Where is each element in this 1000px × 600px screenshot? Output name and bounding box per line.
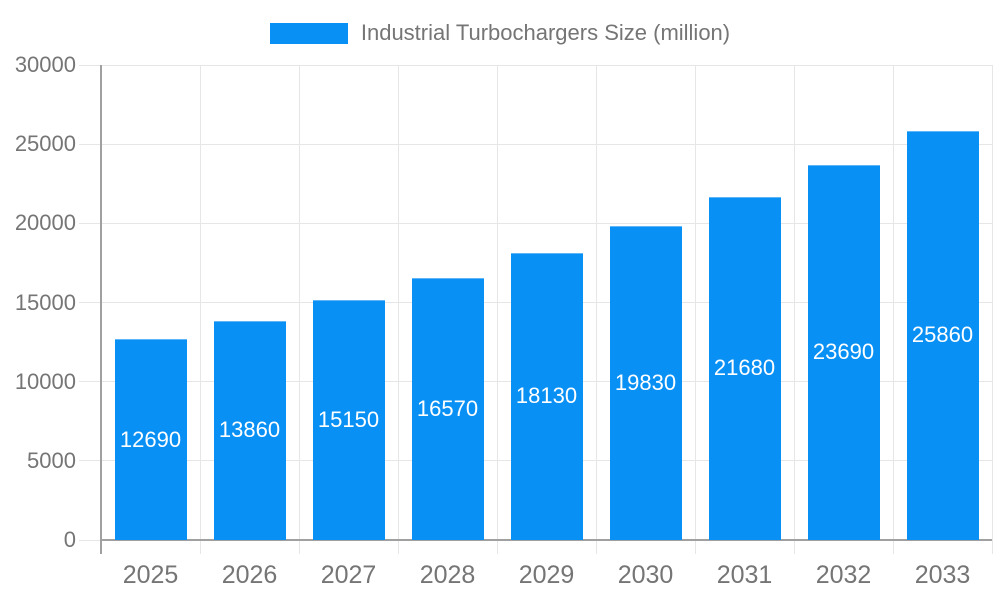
x-axis-label: 2031 — [716, 561, 773, 589]
y-axis-tick — [79, 381, 101, 383]
y-axis-tick — [79, 460, 101, 462]
gridline-vertical — [793, 65, 795, 554]
x-axis-label: 2029 — [518, 561, 575, 589]
bar[interactable] — [609, 226, 682, 540]
gridline-vertical — [199, 65, 201, 554]
gridline-horizontal — [101, 143, 992, 145]
y-axis-tick — [79, 539, 101, 541]
legend-label: Industrial Turbochargers Size (million) — [360, 20, 731, 45]
gridline-vertical — [595, 65, 597, 554]
gridline-vertical — [496, 65, 498, 554]
gridline-vertical — [991, 65, 993, 554]
bar[interactable] — [213, 320, 286, 540]
bar[interactable] — [114, 339, 187, 540]
y-axis-line — [100, 65, 102, 554]
y-axis-label: 20000 — [14, 210, 76, 236]
chart-legend[interactable]: Industrial Turbochargers Size (million) — [0, 20, 1000, 46]
y-axis-label: 30000 — [14, 52, 76, 77]
bar-value-label: 18130 — [515, 383, 578, 409]
bar-value-label: 16570 — [416, 395, 479, 421]
bar[interactable] — [411, 277, 484, 540]
bar[interactable] — [708, 196, 781, 540]
y-axis-tick — [79, 143, 101, 145]
y-axis-tick — [79, 222, 101, 224]
bar-value-label: 13860 — [218, 417, 281, 443]
y-axis-label: 10000 — [14, 368, 76, 394]
bar[interactable] — [312, 300, 385, 540]
y-axis-tick — [79, 64, 101, 66]
x-axis-line — [100, 539, 992, 541]
bar-value-label: 23690 — [812, 339, 875, 365]
gridline-horizontal — [101, 222, 992, 224]
bar-value-label: 12690 — [119, 426, 182, 452]
y-axis-label: 5000 — [27, 447, 76, 473]
bar-value-label: 21680 — [713, 355, 776, 381]
gridline-vertical — [694, 65, 696, 554]
gridline-vertical — [892, 65, 894, 554]
x-axis-label: 2033 — [914, 561, 971, 589]
x-axis-label: 2028 — [419, 561, 476, 589]
bar-value-label: 19830 — [614, 370, 677, 395]
x-axis-label: 2032 — [815, 561, 872, 589]
y-axis-label: 25000 — [14, 131, 76, 157]
y-axis-label: 15000 — [14, 289, 76, 315]
x-axis-label: 2027 — [320, 561, 377, 589]
x-axis-label: 2030 — [617, 561, 674, 589]
bar-value-label: 15150 — [317, 407, 380, 433]
y-axis-tick — [79, 302, 101, 303]
bar[interactable] — [906, 130, 979, 540]
gridline-vertical — [298, 65, 300, 554]
bar-value-label: 25860 — [911, 322, 974, 348]
x-axis-label: 2026 — [221, 561, 278, 589]
bar[interactable] — [807, 164, 880, 540]
x-axis-label: 2025 — [122, 561, 179, 589]
gridline-horizontal — [101, 64, 992, 66]
legend-swatch — [269, 22, 348, 44]
y-axis-label: 0 — [63, 527, 76, 552]
gridline-vertical — [397, 65, 399, 554]
bar[interactable] — [510, 252, 583, 540]
